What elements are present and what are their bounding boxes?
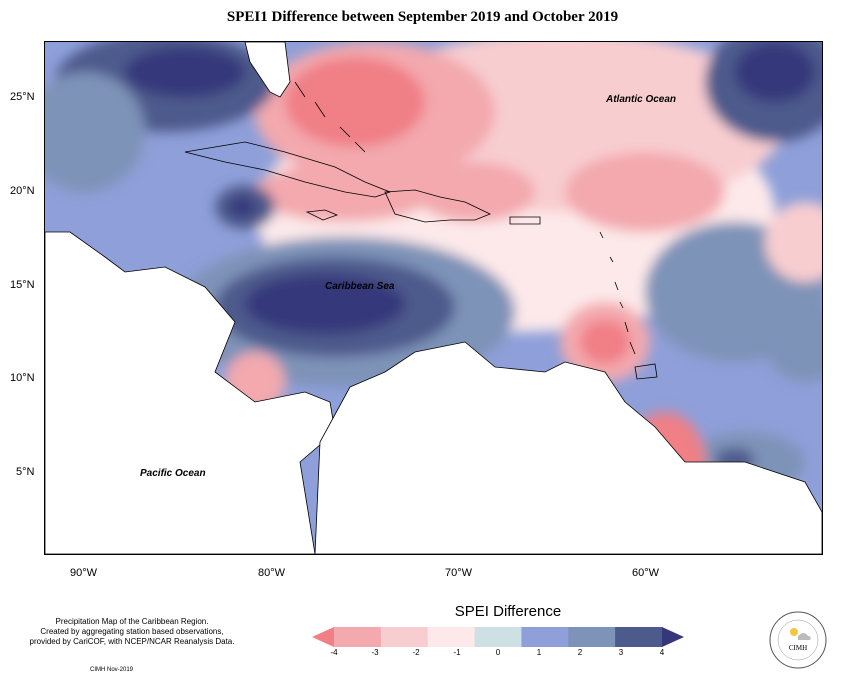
x-tick-80w: 80°W — [258, 567, 286, 579]
legend-swatch — [568, 627, 616, 647]
caribbean-sea-label: Caribbean Sea — [325, 281, 395, 292]
legend-swatch — [380, 627, 429, 647]
legend-tick-label: -3 — [371, 648, 379, 657]
x-tick-60w: 60°W — [632, 567, 660, 579]
legend-swatch — [474, 627, 522, 647]
legend-arrow-low — [312, 627, 334, 647]
sun-icon — [790, 628, 798, 636]
legend-swatch — [427, 627, 476, 647]
cloud-icon — [798, 633, 811, 640]
footer-note: Precipitation Map of the Caribbean Regio… — [12, 617, 252, 647]
legend-tick-label: -2 — [412, 648, 420, 657]
atlantic-ocean-label: Atlantic Ocean — [606, 94, 677, 105]
logo-text: CIMH — [789, 644, 807, 652]
x-tick-70w: 70°W — [445, 567, 473, 579]
legend-title: SPEI Difference — [454, 603, 562, 620]
y-tick-25n: 25°N — [10, 91, 35, 103]
cimh-logo: CIMH — [769, 611, 827, 669]
color-legend — [312, 627, 684, 647]
legend-tick-label: 0 — [495, 648, 501, 657]
footer-line-1: Precipitation Map of the Caribbean Regio… — [55, 617, 209, 626]
map-title: SPEI1 Difference between September 2019 … — [226, 9, 619, 25]
spei-map — [45, 42, 822, 554]
y-tick-15n: 15°N — [10, 279, 35, 291]
x-tick-90w: 90°W — [70, 567, 98, 579]
land-areas — [45, 42, 822, 554]
y-tick-5n: 5°N — [16, 466, 35, 478]
legend-arrow-high — [662, 627, 684, 647]
legend-swatch — [521, 627, 569, 647]
footer-line-2: Created by aggregating station based obs… — [40, 627, 224, 636]
footer-line-3: provided by CariCOF, with NCEP/NCAR Rean… — [29, 637, 235, 646]
legend-tick-label: 2 — [577, 648, 583, 657]
map-panel — [44, 41, 823, 555]
footer-credit: CIMH Nov-2019 — [90, 667, 134, 673]
legend-tick-label: -1 — [453, 648, 461, 657]
y-tick-10n: 10°N — [10, 372, 35, 384]
legend-tick-label: 3 — [618, 648, 624, 657]
legend-tick-label: 4 — [659, 648, 665, 657]
y-tick-20n: 20°N — [10, 185, 35, 197]
spei-field — [45, 42, 822, 552]
legend-swatch — [615, 627, 663, 647]
pacific-ocean-label: Pacific Ocean — [140, 468, 206, 479]
legend-tick-label: -4 — [330, 648, 338, 657]
legend-swatch — [334, 627, 382, 647]
legend-tick-label: 1 — [536, 648, 542, 657]
